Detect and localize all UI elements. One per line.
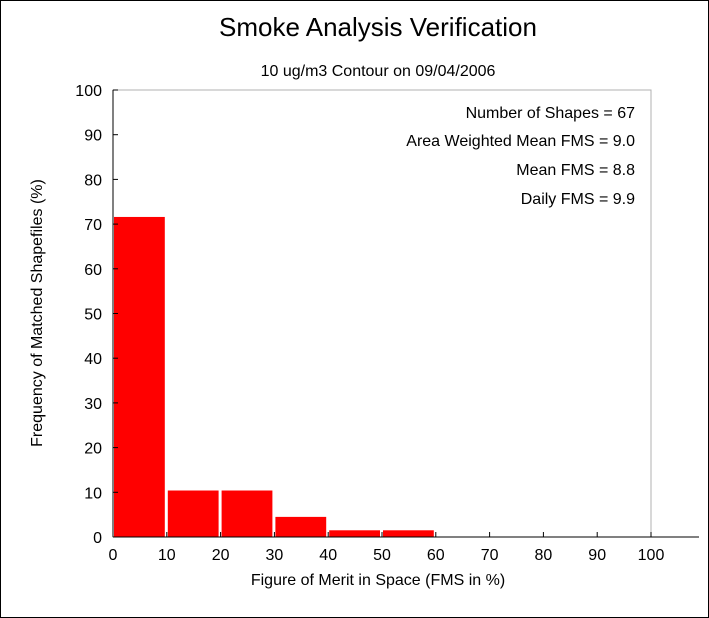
y-tick-label-60: 60	[84, 262, 102, 279]
y-axis-ticks: 0 10 20 30 40 50 60 70 80 90 100	[75, 83, 118, 547]
y-tick-label-100: 100	[75, 83, 102, 100]
y-tick-label-70: 70	[84, 217, 102, 234]
annotation-number-of-shapes: Number of Shapes = 67	[466, 105, 636, 122]
x-axis-label: Figure of Merit in Space (FMS in %)	[251, 572, 505, 589]
histogram-bar-50-60	[383, 530, 434, 537]
x-tick-label-20: 20	[212, 547, 230, 564]
annotation-daily-fms: Daily FMS = 9.9	[521, 191, 635, 208]
histogram-bar-30-40	[275, 516, 327, 537]
y-tick-label-90: 90	[84, 128, 102, 145]
y-tick-label-80: 80	[84, 172, 102, 189]
x-tick-label-100: 100	[638, 547, 665, 564]
histogram-bar-40-50	[329, 530, 380, 537]
x-tick-label-70: 70	[481, 547, 499, 564]
y-tick-label-30: 30	[84, 396, 102, 413]
x-axis-ticks: 0 10 20 30 40 50 60 70 80 90 100	[109, 532, 665, 564]
histogram-bar-10-20	[167, 490, 219, 537]
plot-area-frame	[112, 89, 652, 538]
annotation-area-weighted-mean-fms: Area Weighted Mean FMS = 9.0	[406, 133, 635, 150]
x-tick-label-50: 50	[373, 547, 391, 564]
annotation-mean-fms: Mean FMS = 8.8	[516, 162, 635, 179]
y-axis-label: Frequency of Matched Shapefiles (%)	[29, 179, 46, 447]
y-tick-label-50: 50	[84, 307, 102, 324]
y-tick-label-0: 0	[93, 530, 102, 547]
histogram-bars	[114, 216, 434, 537]
y-tick-label-10: 10	[84, 485, 102, 502]
histogram-bar-20-30	[221, 490, 273, 537]
histogram-bar-0-10	[114, 216, 165, 537]
x-tick-label-60: 60	[427, 547, 445, 564]
x-tick-label-10: 10	[158, 547, 176, 564]
y-tick-label-20: 20	[84, 441, 102, 458]
x-tick-label-90: 90	[588, 547, 606, 564]
stats-annotations: Number of Shapes = 67 Area Weighted Mean…	[406, 105, 635, 208]
y-tick-label-40: 40	[84, 351, 102, 368]
x-tick-label-80: 80	[535, 547, 553, 564]
x-tick-label-30: 30	[266, 547, 284, 564]
chart-subtitle: 10 ug/m3 Contour on 09/04/2006	[261, 63, 496, 80]
x-tick-label-40: 40	[319, 547, 337, 564]
x-tick-label-0: 0	[109, 547, 118, 564]
chart-title: Smoke Analysis Verification	[219, 12, 537, 42]
